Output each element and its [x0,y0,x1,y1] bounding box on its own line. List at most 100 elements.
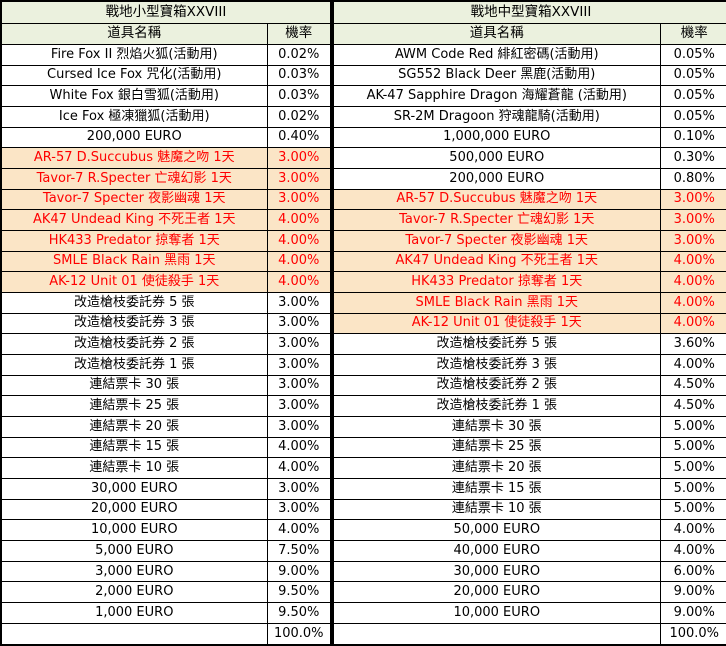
rate-cell: 3.00% [266,333,332,356]
table-row: 連結票卡 20 張 5.00% [332,457,726,480]
rate-cell: 9.00% [659,581,726,604]
item-name-cell: AK47 Undead King 不死王者 1天 [332,250,661,273]
item-name-cell: 連結票卡 30 張 [332,416,661,438]
table-row: 30,000 EURO 3.00% [0,478,332,500]
rate-cell: 0.40% [266,126,332,149]
item-name-cell: HK433 Predator 掠奪者 1天 [0,230,268,252]
item-name-cell: SMLE Black Rain 黑雨 1天 [332,292,661,314]
rate-cell: 3.00% [266,188,332,211]
table-row: AK-47 Sapphire Dragon 海耀蒼龍 (活動用) 0.05% [332,85,726,108]
item-name-cell: AK-47 Sapphire Dragon 海耀蒼龍 (活動用) [332,85,661,108]
table-row: SR-2M Dragoon 狩魂龍騎(活動用) 0.05% [332,106,726,128]
table-row: AR-57 D.Succubus 魅魔之吻 1天 3.00% [332,188,726,211]
rate-cell: 0.80% [659,168,726,190]
table-row: 改造槍枝委託券 2 張 3.00% [0,333,332,356]
table-row: 連結票卡 15 張 4.00% [0,436,332,459]
item-name-cell: Fire Fox II 烈焰火狐(活動用) [0,44,268,66]
total-rate-cell: 100.0% [266,623,332,646]
table-row: 50,000 EURO 4.00% [332,519,726,542]
table-row: 連結票卡 25 張 5.00% [332,436,726,459]
rate-cell: 3.00% [266,312,332,335]
rate-cell: 3.00% [266,498,332,521]
table-row: 30,000 EURO 6.00% [332,560,726,583]
item-name-cell: SG552 Black Deer 黑鹿(活動用) [332,64,661,87]
column-header-rate: 機率 [659,22,726,46]
rate-cell: 4.00% [266,519,332,542]
item-name-cell: AK-12 Unit 01 使徒殺手 1天 [332,312,661,335]
item-name-cell: 200,000 EURO [0,126,268,149]
item-name-cell: 連結票卡 10 張 [332,498,661,521]
table-header-row: 道具名稱 機率 [0,22,332,46]
table-row: Tavor-7 Specter 夜影幽魂 1天 3.00% [0,188,332,211]
table-row: 改造槍枝委託券 5 張 3.00% [0,292,332,314]
rate-cell: 3.00% [659,209,726,232]
table-row: 20,000 EURO 9.00% [332,581,726,604]
item-name-cell: 20,000 EURO [332,581,661,604]
rate-cell: 4.00% [659,354,726,376]
column-header-item-name: 道具名稱 [332,22,661,46]
table-row: 1,000 EURO 9.50% [0,602,332,625]
rate-cell: 4.00% [659,312,726,335]
item-name-cell: 連結票卡 25 張 [0,395,268,418]
rate-cell: 3.00% [266,416,332,438]
table-row: SMLE Black Rain 黑雨 1天 4.00% [0,250,332,273]
rate-cell: 4.00% [266,436,332,459]
rate-cell: 0.05% [659,64,726,87]
item-name-cell: AR-57 D.Succubus 魅魔之吻 1天 [332,188,661,211]
item-name-cell: Tavor-7 Specter 夜影幽魂 1天 [332,230,661,252]
table-row: AR-57 D.Succubus 魅魔之吻 1天 3.00% [0,147,332,170]
table-row: Fire Fox II 烈焰火狐(活動用) 0.02% [0,44,332,66]
table-row: 連結票卡 15 張 5.00% [332,478,726,500]
rate-cell: 4.00% [266,250,332,273]
total-row: 100.0% [0,623,332,646]
rate-cell: 3.00% [266,374,332,397]
item-name-cell: 改造槍枝委託券 1 張 [332,395,661,418]
table-row: 改造槍枝委託券 2 張 4.50% [332,374,726,397]
rate-cell: 0.05% [659,85,726,108]
item-name-cell: 改造槍枝委託券 3 張 [0,312,268,335]
rate-cell: 9.50% [266,581,332,604]
item-name-cell: SMLE Black Rain 黑雨 1天 [0,250,268,273]
rate-cell: 0.02% [266,106,332,128]
rate-cell: 3.00% [266,395,332,418]
table-row: 10,000 EURO 9.00% [332,602,726,625]
table-row: 2,000 EURO 9.50% [0,581,332,604]
rate-cell: 4.00% [659,250,726,273]
rate-cell: 4.00% [266,271,332,294]
table-row: 5,000 EURO 7.50% [0,540,332,562]
item-name-cell: 1,000,000 EURO [332,126,661,149]
item-name-cell: 10,000 EURO [332,602,661,625]
table-row: Cursed Ice Fox 咒化(活動用) 0.03% [0,64,332,87]
item-name-cell: 連結票卡 15 張 [0,436,268,459]
item-name-cell: 改造槍枝委託券 2 張 [0,333,268,356]
table-row: 改造槍枝委託券 1 張 3.00% [0,354,332,376]
item-name-cell: Cursed Ice Fox 咒化(活動用) [0,64,268,87]
item-name-cell: 20,000 EURO [0,498,268,521]
table-title-row: 戰地中型寶箱XXVIII [332,0,726,24]
rate-cell: 5.00% [659,457,726,480]
rate-cell: 3.00% [659,230,726,252]
rate-cell: 4.50% [659,374,726,397]
rate-cell: 5.00% [659,498,726,521]
table-title: 戰地小型寶箱XXVIII [0,0,332,24]
rate-cell: 9.00% [266,560,332,583]
item-name-cell: 500,000 EURO [332,147,661,170]
table-row: 連結票卡 30 張 5.00% [332,416,726,438]
table-row: AWM Code Red 緋紅密碼(活動用) 0.05% [332,44,726,66]
table-row: 改造槍枝委託券 3 張 3.00% [0,312,332,335]
table-row: 連結票卡 20 張 3.00% [0,416,332,438]
table-row: 連結票卡 25 張 3.00% [0,395,332,418]
table-row: AK47 Undead King 不死王者 1天 4.00% [0,209,332,232]
rate-cell: 4.00% [659,519,726,542]
table-header-row: 道具名稱 機率 [332,22,726,46]
item-name-cell: 5,000 EURO [0,540,268,562]
medium-box-table: 戰地中型寶箱XXVIII 道具名稱 機率 AWM Code Red 緋紅密碼(活… [332,0,726,646]
table-row: SG552 Black Deer 黑鹿(活動用) 0.05% [332,64,726,87]
table-row: Tavor-7 Specter 夜影幽魂 1天 3.00% [332,230,726,252]
rate-cell: 4.00% [659,292,726,314]
item-name-cell: AK47 Undead King 不死王者 1天 [0,209,268,232]
table-title: 戰地中型寶箱XXVIII [332,0,726,24]
table-row: 3,000 EURO 9.00% [0,560,332,583]
item-name-cell: AK-12 Unit 01 使徒殺手 1天 [0,271,268,294]
